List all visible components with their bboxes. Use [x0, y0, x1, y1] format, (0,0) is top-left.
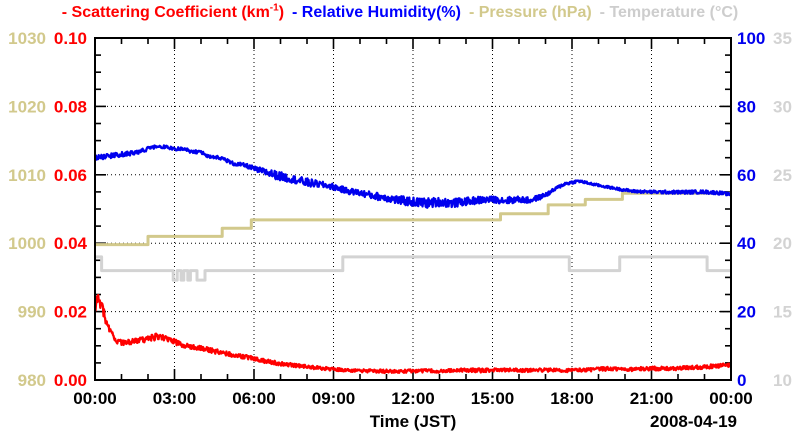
x-tick-label: 00:00	[73, 389, 116, 408]
axis-label-right-inner: 20	[737, 303, 756, 322]
series-pressure-hpa	[95, 191, 731, 247]
axis-label-left-inner: 0.04	[54, 234, 88, 253]
axis-label-left-inner: 0.00	[54, 371, 87, 390]
axis-label-left-inner: 0.10	[54, 29, 87, 48]
x-tick-label: 06:00	[232, 389, 275, 408]
axis-label-left-outer: 990	[18, 303, 46, 322]
plot-frame	[94, 37, 732, 381]
legend-scattering: - Scattering Coefficient (km-1)	[61, 3, 285, 22]
axis-label-left-inner: 0.06	[54, 166, 87, 185]
chart-legend: - Scattering Coefficient (km-1) - Relativ…	[0, 3, 800, 22]
axis-label-left-inner: 0.02	[54, 303, 87, 322]
axis-label-right-outer: 10	[773, 371, 792, 390]
x-tick-label: 18:00	[550, 389, 593, 408]
axis-label-right-outer: 15	[773, 303, 792, 322]
x-tick-label: 09:00	[312, 389, 355, 408]
axis-label-left-inner: 0.08	[54, 97, 87, 116]
axis-label-right-inner: 60	[737, 166, 756, 185]
x-tick-label: 00:00	[709, 389, 752, 408]
series-scattering-coefficient-km	[93, 293, 733, 375]
x-tick-label: 21:00	[630, 389, 673, 408]
axis-label-right-outer: 20	[773, 234, 792, 253]
x-tick-label: 12:00	[391, 389, 434, 408]
axis-label-right-outer: 35	[773, 29, 792, 48]
date-label: 2008-04-19	[650, 412, 737, 431]
series-temperature-c	[95, 255, 731, 282]
axis-label-right-inner: 80	[737, 97, 756, 116]
axis-label-right-inner: 100	[737, 29, 765, 48]
axis-label-right-inner: 40	[737, 234, 756, 253]
axis-label-left-outer: 1020	[8, 97, 46, 116]
x-tick-label: 15:00	[471, 389, 514, 408]
series-relative-humidity	[94, 144, 732, 209]
axis-label-left-outer: 1010	[8, 166, 46, 185]
legend-pressure: - Pressure (hPa)	[468, 4, 592, 22]
x-tick-label: 03:00	[153, 389, 196, 408]
x-axis-title: Time (JST)	[370, 412, 457, 431]
axis-label-left-outer: 1030	[8, 29, 46, 48]
axis-label-left-outer: 980	[18, 371, 46, 390]
axis-label-left-outer: 1000	[8, 234, 46, 253]
axis-label-right-outer: 30	[773, 97, 792, 116]
axis-label-right-outer: 25	[773, 166, 792, 185]
legend-humidity: - Relative Humidity(%)	[292, 4, 461, 22]
legend-temperature: - Temperature (°C)	[599, 4, 739, 22]
axis-label-right-inner: 0	[737, 371, 746, 390]
